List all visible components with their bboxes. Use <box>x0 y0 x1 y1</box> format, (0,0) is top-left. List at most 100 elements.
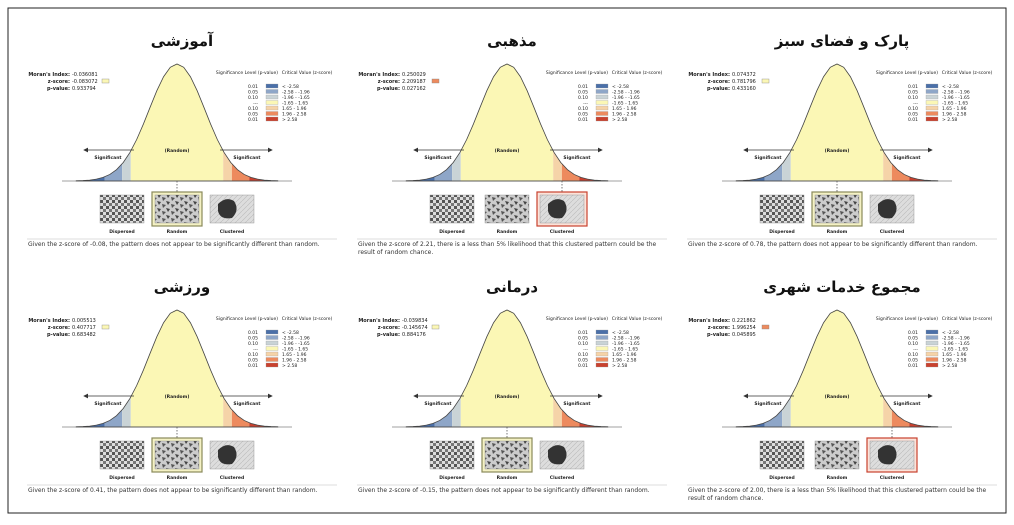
legend-p: 0.05 <box>578 112 588 118</box>
legend-range: < -2.58 <box>942 84 959 90</box>
curve-zone <box>736 422 765 427</box>
legend-swatch <box>925 89 939 94</box>
curve-zone <box>452 397 461 427</box>
legend-swatch <box>595 340 609 346</box>
pattern-label: Clustered <box>550 475 574 481</box>
legend-p: 0.05 <box>248 90 258 96</box>
legend-header: Critical Value (z-score) <box>282 316 333 322</box>
legend-range: -2.58 - -1.96 <box>612 336 640 342</box>
curve-zone <box>460 310 554 427</box>
curve-label: Significant <box>754 155 782 161</box>
legend-p: 0.10 <box>578 95 588 101</box>
legend-range: 1.65 - 1.96 <box>612 106 637 112</box>
curve-zone <box>891 409 910 427</box>
legend-swatch <box>265 329 279 335</box>
note: Given the z-score of 2.21, there is a le… <box>358 241 657 256</box>
pattern-image <box>484 440 530 470</box>
legend-p: 0.10 <box>578 341 588 347</box>
curve-zone <box>104 409 123 427</box>
pattern-label: Clustered <box>220 475 244 481</box>
curve-outline <box>405 309 609 428</box>
legend-header: Critical Value (z-score) <box>282 70 333 76</box>
legend-p: 0.05 <box>908 112 918 118</box>
legend-header: Significance Level (p-value) <box>876 316 938 322</box>
pattern-label: Random <box>497 229 518 235</box>
legend-swatch <box>595 111 609 116</box>
pattern-label: Random <box>497 475 518 481</box>
legend-swatch <box>595 362 609 368</box>
legend-p: 0.10 <box>578 106 588 112</box>
curve-label: Significant <box>893 155 921 161</box>
legend-range: -2.58 - -1.96 <box>942 90 970 96</box>
curve-zone <box>130 64 224 181</box>
legend-range: < -2.58 <box>612 84 629 90</box>
note: Given the z-score of 0.78, the pattern d… <box>688 241 978 248</box>
stat-value: 0.221862 <box>732 318 756 324</box>
legend-p: 0.05 <box>578 90 588 96</box>
legend-range: > 2.58 <box>612 117 627 123</box>
legend-swatch <box>595 351 609 357</box>
legend-swatch <box>265 89 279 94</box>
legend-swatch <box>925 346 939 351</box>
legend-range: -1.96 - -1.65 <box>612 341 640 347</box>
curve-zone <box>406 422 435 427</box>
legend-p: 0.01 <box>248 84 258 90</box>
legend-range: > 2.58 <box>942 363 957 369</box>
legend-swatch <box>925 362 939 368</box>
stat-label: Moran's Index: <box>28 318 70 324</box>
stat-label: Moran's Index: <box>358 318 400 324</box>
stat-label: z-score: <box>378 79 400 85</box>
stat-label: Moran's Index: <box>28 72 70 78</box>
legend-range: -2.58 - -1.96 <box>942 336 970 342</box>
curve-zone <box>434 409 453 427</box>
stat-value: -0.039834 <box>402 318 428 324</box>
curve-outline <box>405 63 609 182</box>
legend-range: 1.65 - 1.96 <box>282 106 307 112</box>
legend-p: 0.05 <box>908 358 918 364</box>
curve-zone <box>231 163 250 181</box>
legend-swatch <box>925 329 939 335</box>
legend-header: Significance Level (p-value) <box>216 316 278 322</box>
curve-zone <box>249 176 278 181</box>
legend-swatch <box>265 116 279 122</box>
curve-zone <box>76 176 105 181</box>
curve-zone <box>579 422 608 427</box>
curve-outline <box>75 309 279 428</box>
legend-swatch <box>925 335 939 340</box>
curve-label: (Random) <box>495 394 520 400</box>
stat-label: Moran's Index: <box>688 318 730 324</box>
legend-header: Significance Level (p-value) <box>546 70 608 76</box>
pattern-image <box>99 194 145 224</box>
legend-range: -1.65 - 1.65 <box>612 101 638 107</box>
legend-p: 0.10 <box>248 95 258 101</box>
legend-range: -1.65 - 1.65 <box>282 101 308 107</box>
curve-label: Significant <box>94 401 122 407</box>
curve-label: (Random) <box>165 148 190 154</box>
legend-swatch <box>595 329 609 335</box>
panel-title: ورزشی <box>154 278 211 296</box>
legend-swatch <box>925 94 939 100</box>
legend-p: 0.10 <box>248 341 258 347</box>
pattern-label: Random <box>827 229 848 235</box>
stat-value: 0.433160 <box>732 86 756 92</box>
note: Given the z-score of 2.00, there is a le… <box>688 487 987 502</box>
legend-range: -2.58 - -1.96 <box>612 90 640 96</box>
legend-p: 0.10 <box>908 352 918 358</box>
stat-value: 0.250029 <box>402 72 426 78</box>
legend-range: -1.96 - -1.65 <box>942 95 970 101</box>
curve-zone <box>231 409 250 427</box>
legend-range: < -2.58 <box>942 330 959 336</box>
panel-title: آموزشی <box>151 32 214 50</box>
stat-value: 1.996254 <box>732 325 756 331</box>
stat-value: -0.083072 <box>72 79 98 85</box>
legend-swatch <box>265 346 279 351</box>
curve-label: Significant <box>754 401 782 407</box>
stat-value: 2.209187 <box>402 79 426 85</box>
curve-label: (Random) <box>165 394 190 400</box>
legend-p: 0.01 <box>578 84 588 90</box>
stat-value: 0.407717 <box>72 325 96 331</box>
legend-p: 0.01 <box>908 330 918 336</box>
curve-zone <box>561 163 580 181</box>
